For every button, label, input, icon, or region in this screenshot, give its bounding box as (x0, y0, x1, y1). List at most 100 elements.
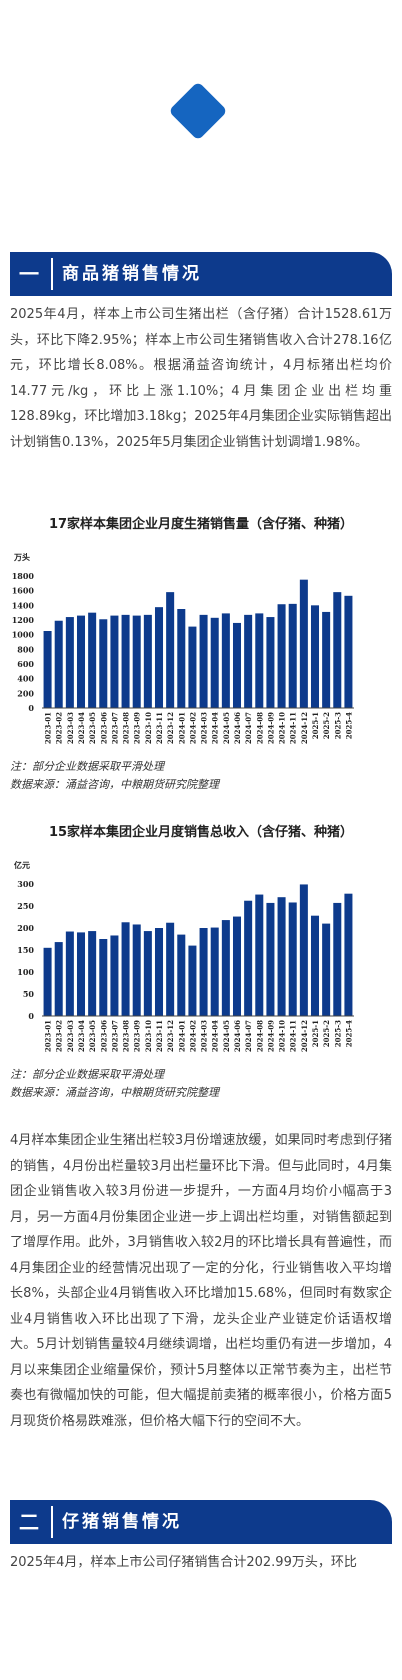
x-tick-label: 2024-04 (211, 712, 220, 744)
bar (310, 605, 320, 708)
x-tick-label: 2023-11 (155, 712, 164, 744)
bar (154, 928, 164, 1016)
paragraph-piglet: 2025年4月，样本上市公司仔猪销售合计202.99万头，环比 (10, 1555, 357, 1570)
bar (344, 893, 353, 1016)
x-tick-label: 2023-08 (122, 1020, 131, 1052)
bar (221, 613, 230, 708)
x-tick-label: 2025-3 (333, 1020, 342, 1047)
bar (132, 924, 141, 1016)
bar (76, 932, 86, 1016)
y-axis-unit: 万头 (13, 552, 30, 562)
bar (188, 945, 197, 1016)
chart2-title: 15家样本集团企业月度销售总收入（含仔猪、种猪） (48, 825, 354, 840)
x-tick-label: 2024-10 (278, 712, 287, 744)
x-tick-label: 2025-2 (322, 712, 331, 739)
bar (143, 931, 152, 1016)
paragraph-analysis: 4月样本集团企业生猪出栏较3月份增速放缓，如果同时考虑到仔猪的销售，4月份出栏量… (10, 1133, 392, 1429)
x-tick-label: 2023-07 (110, 712, 119, 744)
x-tick-label: 2024-02 (188, 712, 197, 744)
x-tick-label: 2024-12 (300, 1020, 309, 1052)
x-tick-label: 2023-03 (66, 1020, 75, 1052)
x-tick-label: 2024-07 (244, 1020, 253, 1052)
y-tick-label: 150 (17, 945, 34, 955)
x-tick-label: 2024-03 (200, 712, 209, 744)
y-tick-label: 800 (17, 644, 34, 654)
y-tick-label: 0 (28, 703, 34, 713)
bar (333, 902, 342, 1016)
section-divider (51, 1506, 53, 1538)
bar (110, 615, 119, 708)
x-tick-label: 2025-4 (344, 1020, 353, 1047)
bar (177, 609, 186, 708)
y-tick-label: 1000 (12, 630, 35, 640)
y-tick-label: 1200 (12, 615, 35, 625)
x-tick-label: 2025-1 (311, 1020, 320, 1047)
x-tick-label: 2024-05 (222, 1020, 231, 1052)
x-tick-label: 2025-3 (333, 712, 342, 739)
bar (232, 622, 242, 708)
bar (143, 614, 152, 708)
bar (344, 595, 353, 708)
x-tick-label: 2024-12 (300, 712, 309, 744)
bar (255, 613, 264, 708)
bar (121, 922, 130, 1016)
section-number: 二 (19, 1510, 39, 1534)
bar (166, 922, 175, 1016)
bar (199, 928, 208, 1016)
paragraph-summary: 2025年4月，样本上市公司生猪出栏（含仔猪）合计1528.61万头，环比下降2… (10, 307, 392, 450)
y-tick-label: 600 (17, 659, 34, 669)
bar (65, 617, 74, 708)
x-tick-label: 2024-08 (255, 1020, 264, 1052)
bar (244, 614, 253, 708)
bar (210, 927, 219, 1016)
bar (43, 947, 52, 1016)
y-tick-label: 0 (28, 1011, 34, 1021)
bar (310, 915, 320, 1016)
x-tick-label: 2024-09 (266, 712, 275, 744)
bar (54, 942, 63, 1016)
x-tick-label: 2024-09 (266, 1020, 275, 1052)
x-tick-label: 2023-04 (77, 712, 86, 744)
bar (266, 902, 275, 1016)
bar (99, 939, 108, 1016)
y-tick-label: 1400 (12, 600, 35, 610)
bar (277, 897, 286, 1016)
bar (76, 615, 86, 708)
x-tick-label: 2023-09 (133, 712, 142, 744)
bar (244, 900, 253, 1016)
x-tick-label: 2023-02 (55, 712, 64, 744)
x-tick-label: 2023-06 (99, 1020, 108, 1052)
bar (154, 607, 164, 708)
chart2-source: 数据来源：涌益咨询，中粮期货研究院整理 (10, 1086, 219, 1099)
chart1-note: 注：部分企业数据采取平滑处理 (10, 760, 164, 773)
bar (43, 631, 52, 708)
x-tick-label: 2025-2 (322, 1020, 331, 1047)
bar (88, 931, 97, 1016)
x-tick-label: 2024-02 (188, 1020, 197, 1052)
x-tick-label: 2023-05 (88, 1020, 97, 1052)
section-header-1: 一 商品猪销售情况 (10, 252, 392, 296)
x-tick-label: 2024-06 (233, 712, 242, 744)
y-tick-label: 300 (17, 879, 34, 889)
x-tick-label: 2023-10 (144, 712, 153, 744)
x-tick-label: 2025-1 (311, 712, 320, 739)
x-tick-label: 2024-08 (255, 712, 264, 744)
bar (277, 604, 286, 708)
bar (177, 934, 186, 1016)
x-tick-label: 2023-07 (110, 1020, 119, 1052)
x-tick-label: 2023-11 (155, 1020, 164, 1052)
y-tick-label: 1600 (12, 586, 35, 596)
bar (299, 884, 308, 1016)
x-tick-label: 2023-05 (88, 712, 97, 744)
x-tick-label: 2023-08 (122, 712, 131, 744)
bar (132, 615, 141, 708)
x-tick-label: 2023-09 (133, 1020, 142, 1052)
x-tick-label: 2023-12 (166, 1020, 175, 1052)
bar (232, 916, 242, 1016)
x-tick-label: 2024-06 (233, 1020, 242, 1052)
x-tick-label: 2023-03 (66, 712, 75, 744)
x-tick-label: 2023-01 (44, 712, 53, 744)
bar (333, 592, 342, 708)
x-tick-label: 2023-10 (144, 1020, 153, 1052)
